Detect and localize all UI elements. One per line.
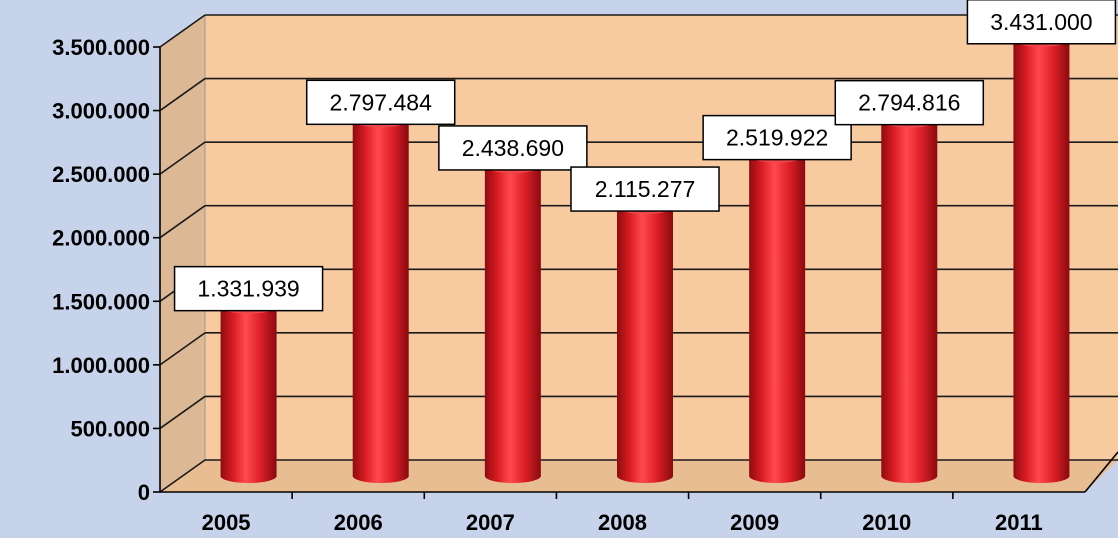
data-label-text: 2.115.277 — [595, 176, 696, 202]
y-tick-label: 1.000.000 — [52, 353, 150, 378]
y-tick-label: 1.500.000 — [52, 289, 150, 314]
bar-2011 — [1013, 32, 1070, 483]
bar-body — [220, 306, 277, 476]
data-label-text: 2.797.484 — [330, 89, 433, 115]
x-tick-label: 2009 — [730, 510, 779, 535]
gridline-side — [159, 14, 206, 48]
x-tick-label: 2010 — [862, 510, 911, 535]
gridline-side — [159, 77, 206, 112]
bar-base — [749, 469, 806, 483]
bars — [220, 32, 1070, 483]
gridline-side — [159, 332, 206, 366]
bar-base — [617, 469, 673, 483]
data-label-box — [966, 0, 1117, 45]
bar-2007 — [484, 158, 541, 483]
bar-2009 — [749, 148, 806, 483]
axes — [153, 46, 1118, 499]
data-label-box — [173, 265, 324, 312]
data-label-text: 2.519.922 — [726, 125, 828, 151]
data-label-2007: 2.438.690 — [438, 125, 588, 171]
side-wall — [159, 14, 206, 493]
y-tick-label: 3.500.000 — [52, 35, 150, 60]
data-label-2006: 2.797.484 — [305, 79, 456, 126]
x-axis-tick-labels: 2005 2006 2007 2008 2009 2010 2011 — [202, 510, 1043, 535]
gridline-side — [159, 459, 206, 493]
data-label-text: 3.431.000 — [990, 9, 1092, 35]
x-tick-label: 2006 — [334, 510, 383, 535]
data-label-box — [438, 125, 588, 171]
data-label-2008: 2.115.277 — [570, 166, 720, 212]
bar-2010 — [881, 113, 938, 483]
data-labels: 1.331.939 2.797.484 2.438.690 2.115.277 2.51… — [173, 0, 1117, 312]
data-label-box — [305, 79, 456, 126]
gridline-side — [159, 395, 206, 430]
bar-body — [617, 207, 673, 477]
data-label-box — [570, 166, 720, 212]
bar-body — [1013, 39, 1070, 476]
x-tick-label: 2008 — [598, 510, 647, 535]
bar-body — [352, 120, 409, 477]
y-tick-label: 3.000.000 — [52, 99, 150, 124]
gridline-side — [159, 141, 206, 175]
y-tick-label: 2.500.000 — [52, 162, 150, 187]
floor-edge — [1084, 451, 1118, 493]
x-tick-label: 2011 — [995, 510, 1043, 535]
bar-2008 — [617, 200, 673, 483]
data-label-box — [702, 114, 852, 161]
bar-base — [352, 469, 409, 483]
bar-2006 — [352, 113, 409, 483]
y-tick-label: 2.000.000 — [52, 226, 150, 251]
x-tick-label: 2005 — [202, 510, 251, 535]
bar-body — [749, 155, 806, 476]
y-axis-tick-labels: 0 500.000 1.000.000 1.500.000 2.000.000 2.500… — [52, 35, 150, 505]
data-label-2010: 2.794.816 — [834, 79, 985, 126]
y-tick-label: 0 — [138, 480, 150, 505]
bar-body — [881, 120, 938, 476]
bar-base — [220, 469, 277, 483]
bar-base — [484, 469, 541, 483]
data-label-2005: 1.331.939 — [173, 265, 324, 312]
y-tick-label: 500.000 — [70, 416, 150, 441]
gridline-side — [159, 205, 206, 239]
bar-2005 — [220, 299, 277, 483]
x-tick-label: 2007 — [466, 510, 515, 535]
data-label-box — [834, 79, 985, 126]
data-label-2009: 2.519.922 — [702, 114, 852, 161]
bar-base — [881, 469, 938, 483]
data-label-text: 1.331.939 — [197, 276, 299, 302]
bar-base — [1013, 469, 1070, 483]
data-label-2011: 3.431.000 — [966, 0, 1117, 45]
bar-body — [484, 165, 541, 476]
data-label-text: 2.794.816 — [858, 90, 960, 116]
data-label-text: 2.438.690 — [462, 135, 564, 161]
